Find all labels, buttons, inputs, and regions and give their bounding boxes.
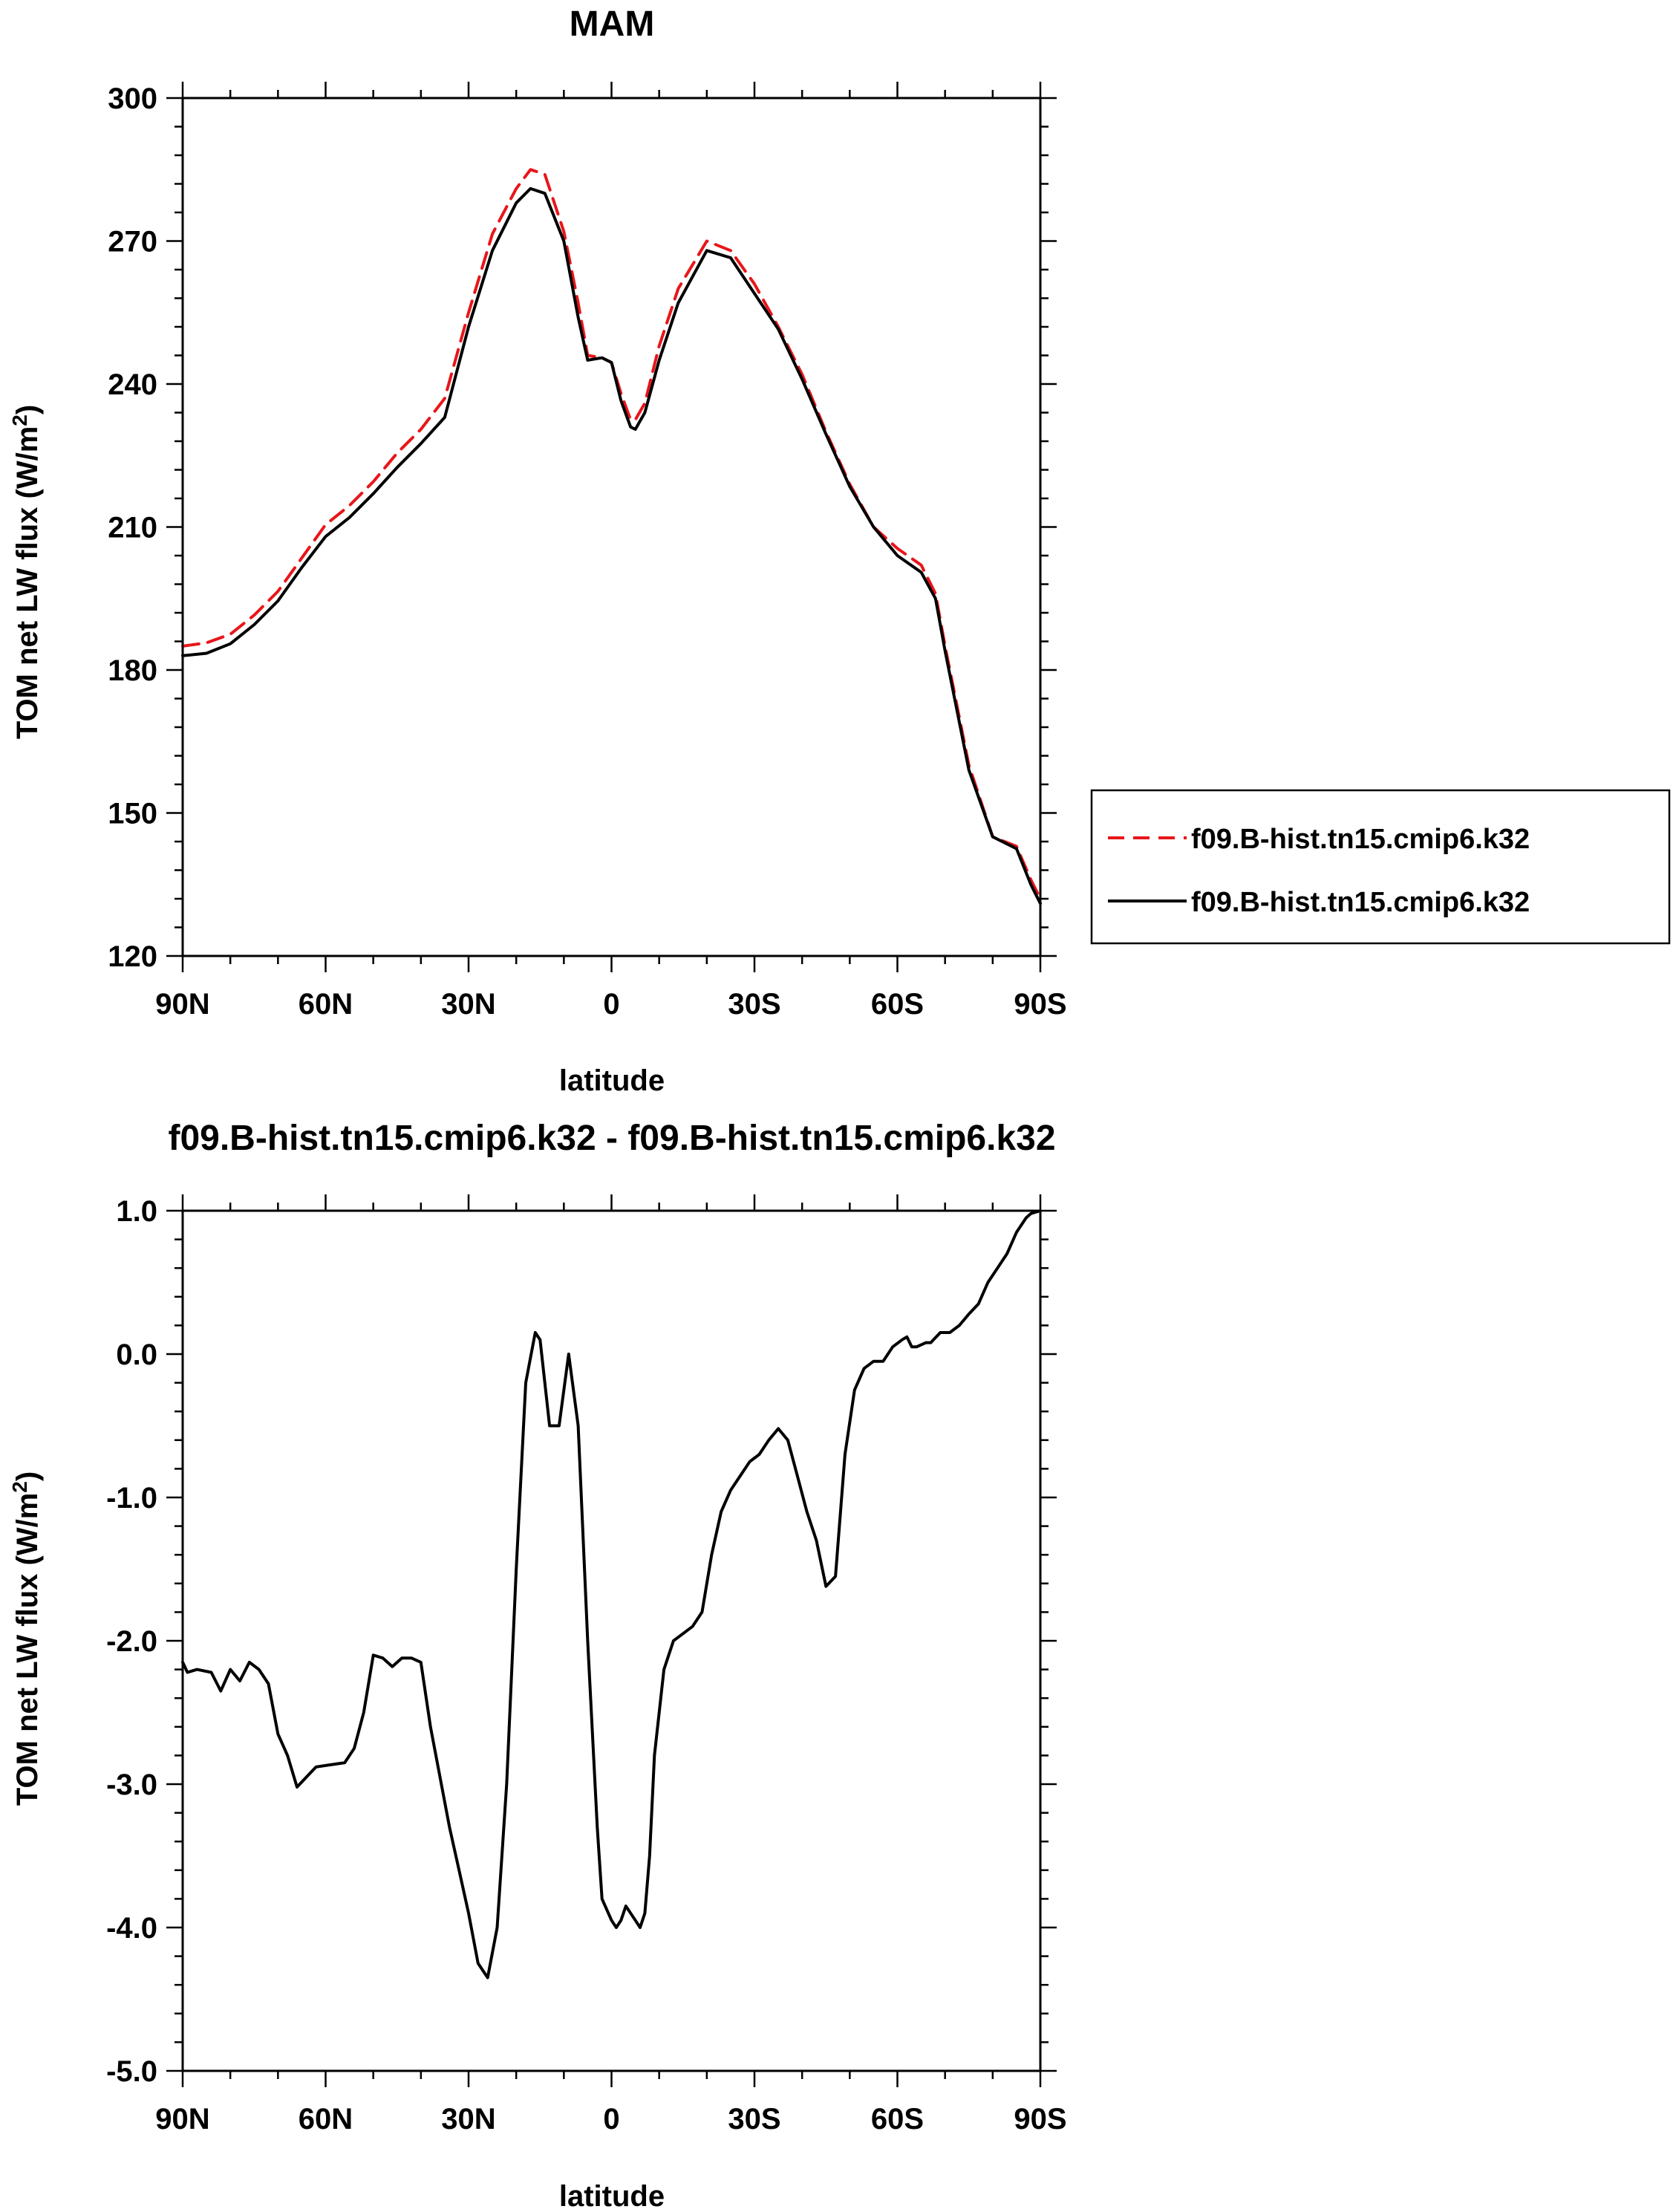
x-tick-label: 90N (155, 988, 209, 1021)
top-series-line-1 (181, 168, 1042, 900)
top-plot-frame (181, 97, 1042, 957)
y-tick-label: -4.0 (106, 1912, 157, 1945)
top-series-line-2 (181, 186, 1042, 905)
x-tick-label: 60S (871, 2103, 924, 2135)
y-tick-label: -1.0 (106, 1482, 157, 1515)
x-tick-label: 90S (1014, 2103, 1066, 2135)
x-tick-label: 30N (441, 988, 495, 1021)
y-tick-label: -5.0 (106, 2055, 157, 2088)
bottom-panel: f09.B-hist.tn15.cmip6.k32 - f09.B-hist.t… (8, 1119, 1067, 2212)
legend-label-series-2: f09.B-hist.tn15.cmip6.k32 (1191, 887, 1530, 918)
top-y-axis-label: TOM net LW flux (W/m2) (8, 405, 44, 739)
x-tick-label: 30S (728, 988, 780, 1021)
bottom-series-line-1 (181, 1209, 1042, 1980)
bottom-x-axis-label: latitude (559, 2180, 665, 2212)
y-tick-label: 210 (108, 512, 157, 544)
x-tick-label: 0 (603, 2103, 619, 2135)
legend-box (1090, 789, 1671, 945)
legend: f09.B-hist.tn15.cmip6.k32 f09.B-hist.tn1… (1090, 789, 1671, 945)
bottom-plot-frame (181, 1209, 1042, 2072)
top-chart-title: MAM (570, 4, 655, 44)
top-panel: MAM TOM net LW flux (W/m2) latitude 120 1… (8, 4, 1671, 1097)
y-tick-label: 1.0 (116, 1195, 157, 1228)
x-tick-label: 30S (728, 2103, 780, 2135)
x-tick-label: 30N (441, 2103, 495, 2135)
x-tick-label: 60N (299, 988, 353, 1021)
x-tick-label: 90S (1014, 988, 1066, 1021)
y-tick-label: 300 (108, 82, 157, 115)
y-tick-label: 180 (108, 654, 157, 687)
bottom-chart-title: f09.B-hist.tn15.cmip6.k32 - f09.B-hist.t… (168, 1119, 1055, 1158)
y-tick-label: 120 (108, 940, 157, 973)
y-tick-label: 240 (108, 368, 157, 401)
y-tick-label: -3.0 (106, 1769, 157, 1801)
y-tick-label: -2.0 (106, 1625, 157, 1658)
x-tick-label: 0 (603, 988, 619, 1021)
x-tick-label: 90N (155, 2103, 209, 2135)
y-tick-label: 270 (108, 226, 157, 258)
top-x-axis-label: latitude (559, 1064, 665, 1097)
x-tick-label: 60S (871, 988, 924, 1021)
y-tick-label: 150 (108, 798, 157, 830)
bottom-y-axis-label: TOM net LW flux (W/m2) (8, 1471, 44, 1806)
legend-label-series-1: f09.B-hist.tn15.cmip6.k32 (1191, 824, 1530, 855)
x-tick-label: 60N (299, 2103, 353, 2135)
y-tick-label: 0.0 (116, 1338, 157, 1371)
